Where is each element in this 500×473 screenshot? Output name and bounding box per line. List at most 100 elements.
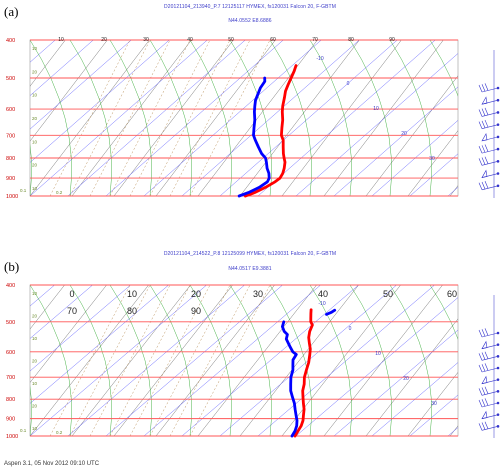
isotherm-line bbox=[486, 265, 500, 436]
wind-barb-feather bbox=[478, 329, 483, 338]
wind-barb-feather bbox=[484, 156, 489, 164]
wind-barb-feather bbox=[484, 351, 489, 359]
moist-adiabat bbox=[429, 40, 458, 97]
mixing-ratio-tick: 20 bbox=[32, 359, 38, 364]
mixing-ratio-line bbox=[109, 40, 191, 196]
wind-barb-feather bbox=[478, 388, 483, 396]
temperature-tick-label: 60 bbox=[270, 37, 276, 43]
panel-a-header-2: N44.0552 E8.6886 bbox=[228, 18, 272, 24]
wind-barb-shaft bbox=[481, 124, 499, 129]
wind-barb-feather bbox=[484, 421, 489, 429]
isotherm-line bbox=[295, 297, 458, 436]
dry-adiabat bbox=[113, 40, 234, 196]
background-lines bbox=[0, 245, 500, 436]
mixing-ratio-line bbox=[149, 285, 231, 436]
isotherm-line bbox=[30, 40, 170, 163]
isotherm-value-label: -10 bbox=[318, 301, 325, 307]
wind-barb-feather bbox=[481, 329, 486, 337]
wind-barb-feather bbox=[484, 144, 489, 152]
isotherm-line bbox=[67, 285, 245, 436]
pressure-tick-label: 700 bbox=[6, 375, 15, 381]
wind-barb-shaft bbox=[481, 87, 499, 93]
dry-adiabat bbox=[197, 285, 317, 436]
wind-barbs bbox=[478, 295, 500, 438]
isotherm-line bbox=[67, 40, 246, 196]
panel-a-header-1: D20121104_213940_P.7 12125117 HYMEX, fs1… bbox=[164, 4, 336, 10]
moist-adiabat bbox=[429, 285, 458, 340]
isotherm-value-label: 20 bbox=[403, 376, 409, 382]
dry-adiabat bbox=[492, 245, 500, 436]
wind-barb-feather bbox=[484, 386, 489, 394]
mixing-ratio-line bbox=[49, 40, 131, 196]
isotherm-value-label: 20 bbox=[401, 131, 407, 137]
dry-adiabat bbox=[30, 40, 108, 142]
wind-barb-feather bbox=[484, 83, 489, 91]
mixing-ratio-line bbox=[129, 285, 211, 436]
wind-barb-feather bbox=[478, 399, 483, 408]
dry-adiabat bbox=[0, 245, 12, 436]
mixing-ratio-tick: 10 bbox=[32, 291, 38, 296]
pressure-tick-label: 900 bbox=[6, 176, 15, 182]
pressure-tick-label: 1000 bbox=[6, 434, 18, 440]
mixing-ratio-line bbox=[109, 285, 191, 436]
wind-barb-shaft bbox=[481, 148, 499, 154]
dry-adiabat bbox=[71, 285, 191, 436]
pressure-note: 0.1 bbox=[20, 188, 27, 193]
temperature-tick-label-row2: 90 bbox=[191, 306, 201, 316]
wind-barb-feather bbox=[484, 119, 489, 128]
isotherm-line bbox=[143, 40, 322, 196]
temperature-tick-label: 20 bbox=[191, 289, 201, 299]
mixing-ratio-line bbox=[129, 40, 211, 196]
temperature-tick-label: 40 bbox=[187, 37, 193, 43]
mixing-ratio-line bbox=[169, 40, 251, 196]
dry-adiabat bbox=[30, 40, 150, 196]
mixing-ratio-tick: 20 bbox=[32, 163, 38, 168]
dry-adiabat bbox=[323, 40, 444, 196]
temperature-tick-label: 50 bbox=[383, 289, 393, 299]
mixing-ratio-line bbox=[69, 40, 151, 196]
isotherm-value-label: 10 bbox=[373, 106, 379, 112]
wind-barb-feather bbox=[478, 121, 483, 129]
pressure-tick-label: 400 bbox=[6, 38, 15, 44]
wind-barb-feather bbox=[478, 182, 483, 190]
mixing-ratio-line bbox=[89, 285, 171, 436]
pressure-tick-label: 600 bbox=[6, 107, 15, 113]
wind-barb-shaft bbox=[481, 332, 499, 338]
temperature-tick-label-row2: 80 bbox=[127, 306, 137, 316]
panel-b-header-2: N44.0517 E9.3881 bbox=[228, 266, 272, 272]
temperature-tick-label-row2: 70 bbox=[67, 306, 77, 316]
wind-barb-feather bbox=[478, 353, 483, 361]
pressure-tick-label: 500 bbox=[6, 76, 15, 82]
isotherm-line bbox=[30, 40, 56, 63]
mixing-ratio-line bbox=[149, 40, 231, 196]
dry-adiabat bbox=[71, 40, 192, 196]
isotherm-line bbox=[409, 394, 458, 436]
wind-barb-point bbox=[496, 98, 500, 102]
dry-adiabat bbox=[365, 318, 458, 436]
wind-barb-shaft bbox=[481, 426, 499, 431]
wind-barb-feather bbox=[484, 328, 489, 336]
isotherm-line bbox=[30, 285, 131, 372]
dry-adiabat bbox=[323, 285, 443, 436]
dry-adiabat bbox=[407, 371, 458, 436]
dry-adiabat bbox=[0, 0, 12, 196]
temperature-tick-label: 90 bbox=[389, 37, 395, 43]
temperature-tick-label: 70 bbox=[312, 37, 318, 43]
dry-adiabat bbox=[281, 40, 402, 196]
dry-adiabat bbox=[239, 40, 360, 196]
isotherm-value-label: -10 bbox=[316, 56, 323, 62]
wind-barb-feather bbox=[481, 181, 486, 190]
temperature-tick-label: 30 bbox=[143, 37, 149, 43]
wind-barb-flag bbox=[481, 340, 488, 350]
pressure-tick-label: 600 bbox=[6, 350, 15, 356]
wind-barb-shaft bbox=[481, 185, 499, 191]
wind-barb-shaft bbox=[481, 402, 499, 408]
wind-barb-shaft bbox=[481, 161, 499, 166]
isotherm-value-label: 10 bbox=[375, 351, 381, 357]
wind-barb-flag bbox=[481, 133, 488, 142]
temperature-tick-label: 0 bbox=[69, 289, 74, 299]
wind-barb-feather bbox=[478, 158, 483, 166]
pressure-note: 0.1 bbox=[20, 428, 27, 433]
